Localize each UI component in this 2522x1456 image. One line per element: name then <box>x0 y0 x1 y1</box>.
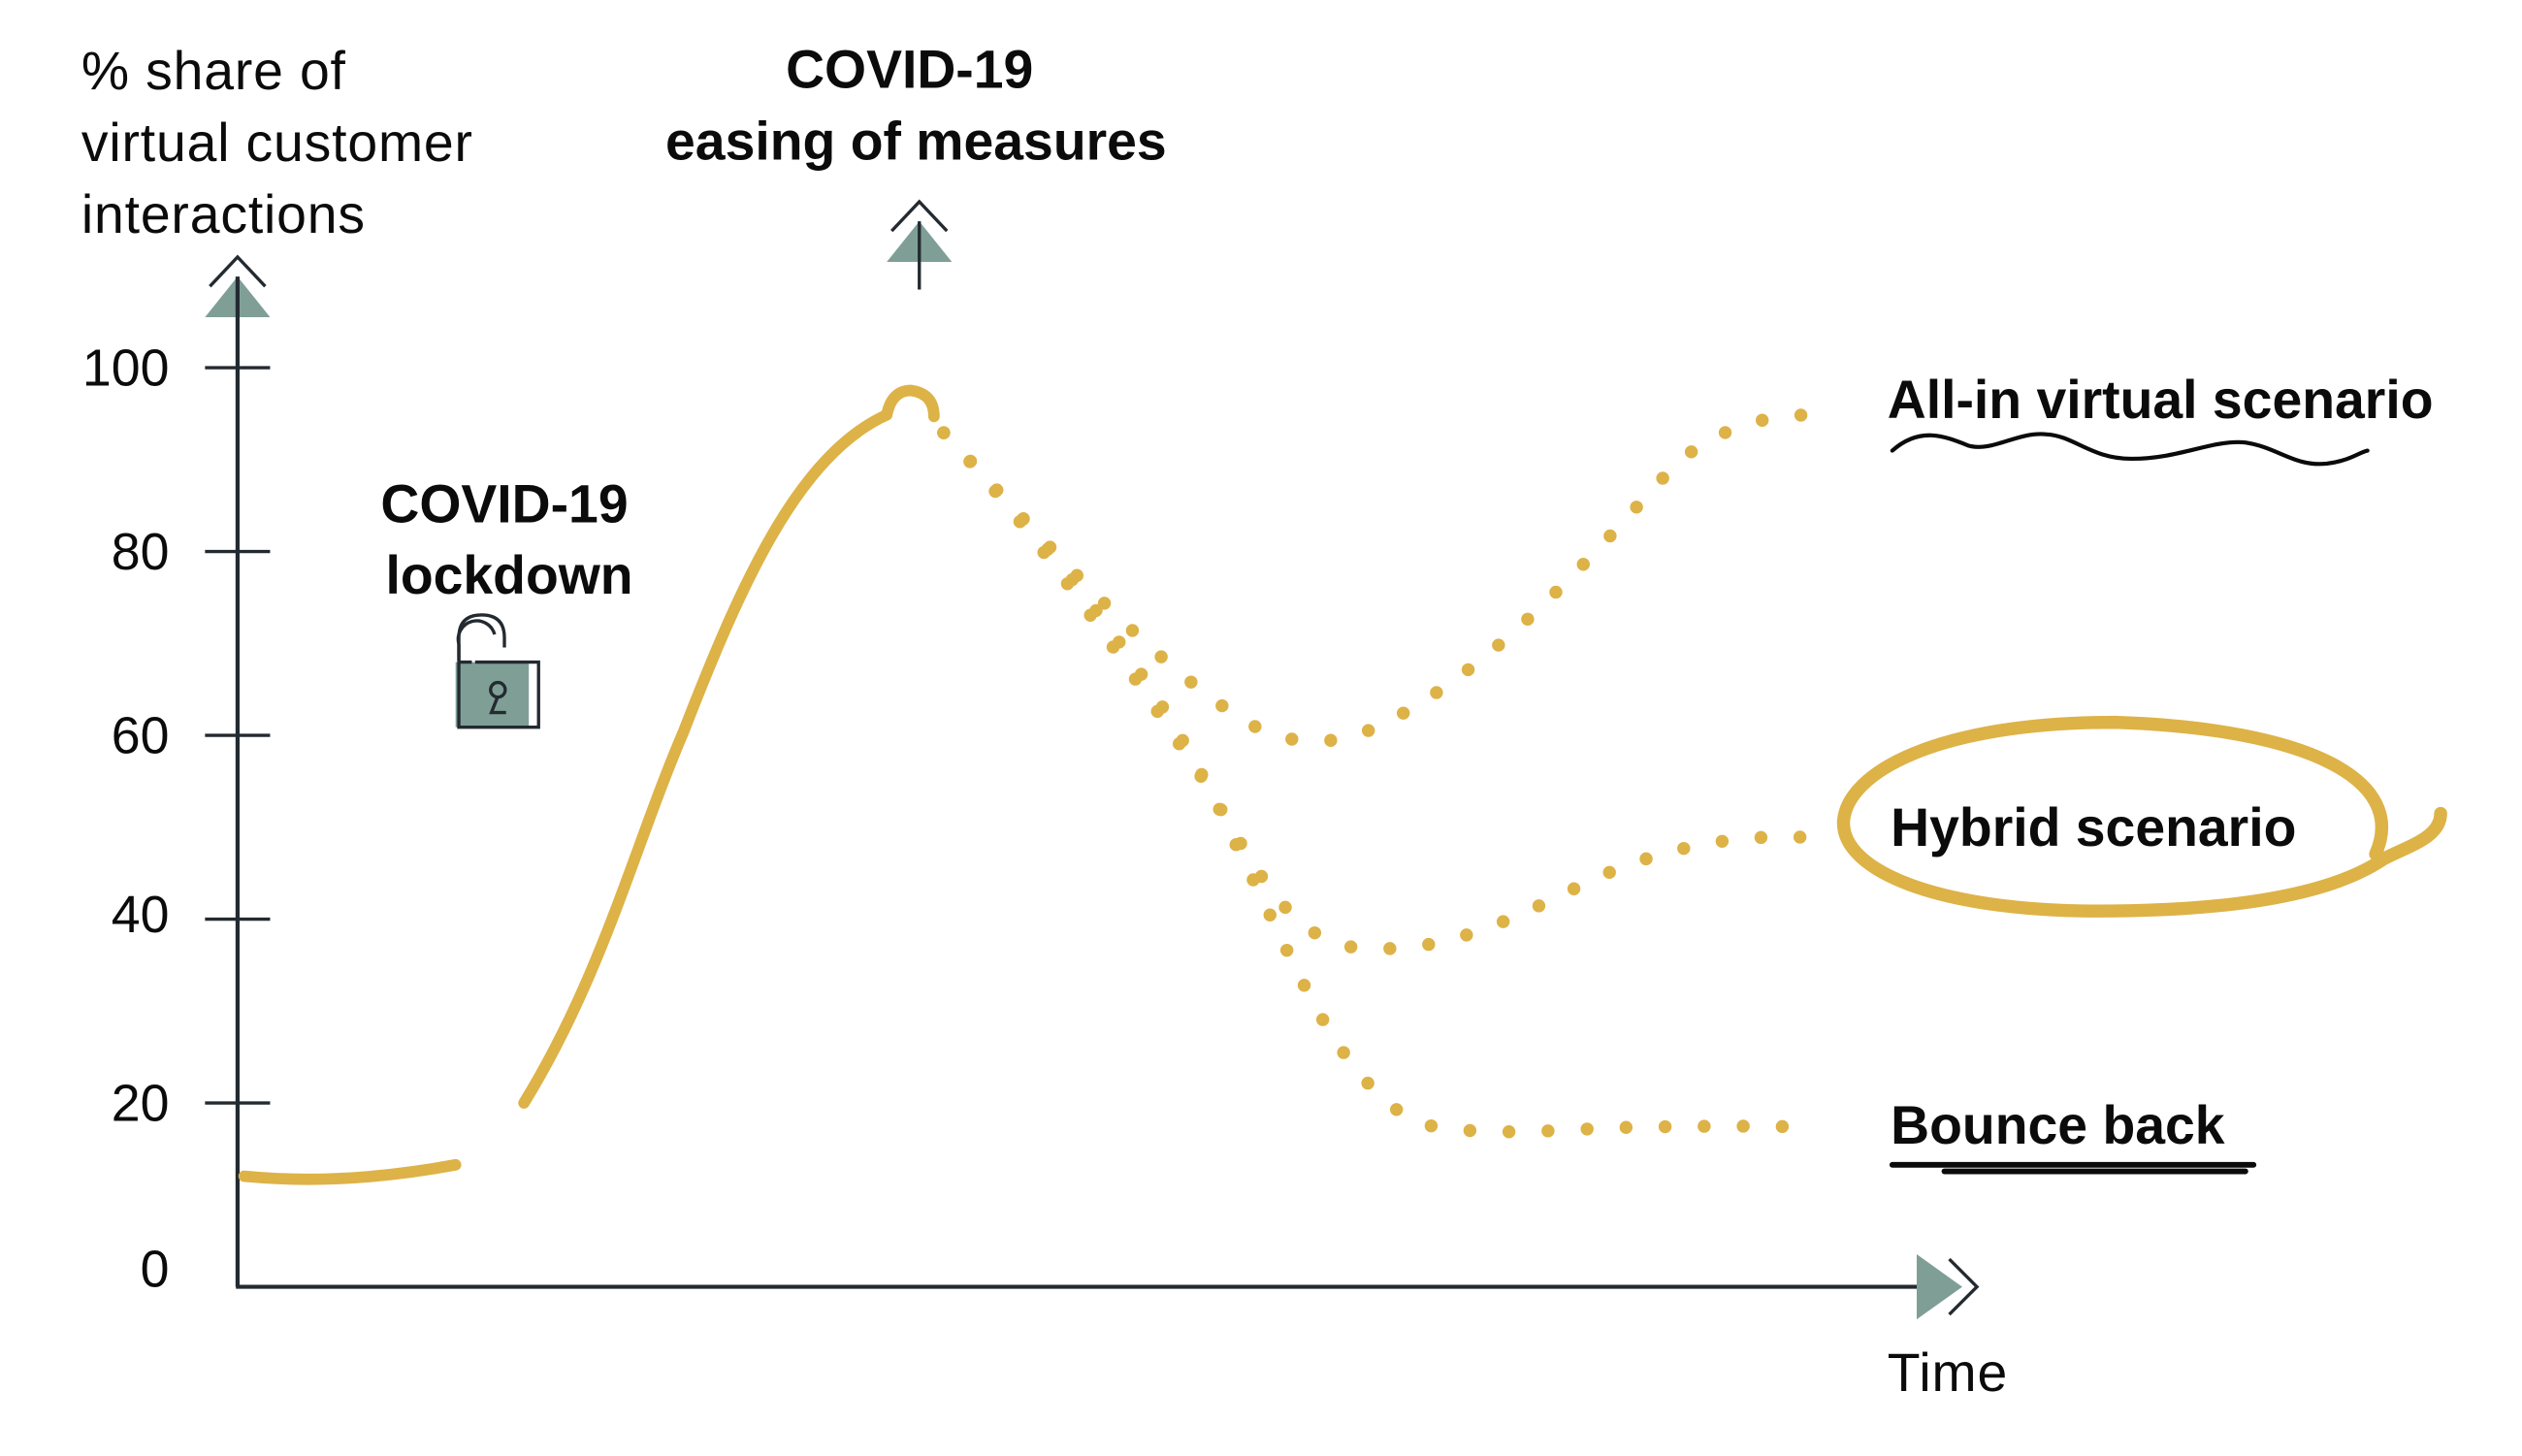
y-tick-0: 0 <box>141 1241 170 1299</box>
easing-label-line-2: easing of measures <box>665 111 1167 171</box>
y-tick-labels: 100 80 60 40 20 0 <box>82 339 170 1298</box>
scenario-label-bounce-back: Bounce back <box>1891 1095 2225 1155</box>
scribble-underline-icon <box>1889 1161 2257 1175</box>
open-padlock-icon <box>455 613 540 729</box>
scenario-hybrid-line <box>937 426 1822 955</box>
y-tick-20: 20 <box>112 1075 170 1133</box>
x-axis-arrowhead-icon <box>1917 1254 1962 1320</box>
y-tick-40: 40 <box>112 886 170 944</box>
x-axis-label: Time <box>1888 1343 2008 1403</box>
y-tick-80: 80 <box>112 523 170 581</box>
highlight-circle-icon <box>1836 715 2447 918</box>
y-axis-label: % share of virtual customer interactions <box>81 41 473 244</box>
label-bounce-back: Bounce back <box>1889 1095 2257 1175</box>
easing-annotation: COVID-19 easing of measures <box>665 40 1167 290</box>
scenario-all-in-virtual-line <box>937 407 1822 748</box>
y-axis <box>205 254 271 1287</box>
y-axis-label-line-1: % share of <box>81 41 346 101</box>
x-axis: Time <box>236 1254 2008 1403</box>
y-tick-100: 100 <box>82 339 170 397</box>
label-hybrid: Hybrid scenario <box>1836 715 2447 918</box>
y-axis-label-line-3: interactions <box>81 184 366 244</box>
y-tick-60: 60 <box>112 706 170 764</box>
lockdown-label-line-2: lockdown <box>385 545 632 605</box>
scenario-label-all-in-virtual: All-in virtual scenario <box>1888 370 2434 430</box>
wavy-underline-icon <box>1890 432 2370 467</box>
y-axis-chevron-icon <box>209 254 267 288</box>
easing-label-line-1: COVID-19 <box>786 40 1033 100</box>
up-arrow-icon <box>887 199 953 290</box>
scenario-bounce-back-line <box>937 426 1822 1139</box>
y-ticks <box>205 366 271 1105</box>
y-axis-label-line-2: virtual customer <box>81 113 473 173</box>
label-all-in-virtual: All-in virtual scenario <box>1888 370 2434 467</box>
scenario-label-hybrid: Hybrid scenario <box>1891 797 2296 857</box>
x-axis-chevron-icon <box>1948 1257 1980 1316</box>
lockdown-annotation: COVID-19 lockdown <box>380 473 633 729</box>
historical-curve <box>238 384 940 1185</box>
lockdown-label-line-1: COVID-19 <box>380 473 628 534</box>
